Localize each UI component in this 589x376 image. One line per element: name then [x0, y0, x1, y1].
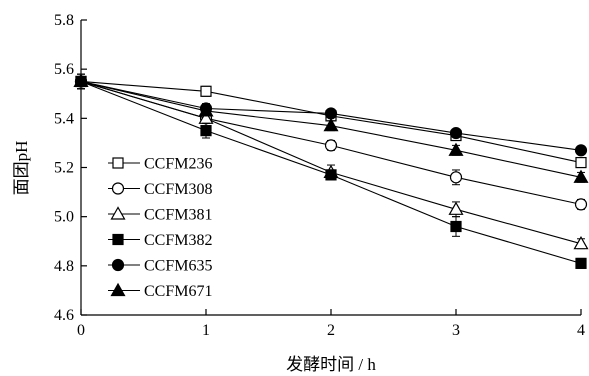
legend-label: CCFM308 — [144, 181, 212, 198]
axes: 4.6 4.8 5.0 5.2 5.4 5.6 5.8 0 1 2 3 4 — [54, 12, 585, 339]
legend-marker — [111, 258, 125, 272]
data-point — [323, 117, 339, 132]
data-point — [450, 220, 462, 233]
x-tick-label: 4 — [577, 322, 585, 339]
legend-item: CCFM671 — [108, 282, 212, 300]
data-point — [574, 198, 588, 211]
data-point — [574, 144, 588, 157]
legend-label: CCFM671 — [144, 283, 212, 300]
legend-marker — [111, 182, 125, 195]
legend-label: CCFM382 — [144, 232, 212, 249]
data-point — [73, 73, 89, 88]
data-point — [324, 107, 338, 120]
legend-item: CCFM635 — [108, 258, 212, 275]
legend-label: CCFM236 — [144, 156, 212, 173]
y-tick-label: 5.4 — [54, 110, 74, 127]
legend-marker — [110, 206, 126, 220]
legend-item: CCFM382 — [108, 232, 212, 249]
data-point — [200, 125, 212, 137]
series-ccfm382 — [75, 73, 587, 269]
data-point — [575, 257, 587, 269]
data-point — [448, 142, 464, 156]
y-axis-label: 面团pH — [12, 141, 31, 196]
x-tick-label: 0 — [77, 322, 85, 339]
data-point — [449, 126, 463, 140]
data-point — [573, 169, 589, 183]
y-tick-label: 5.8 — [54, 12, 74, 29]
data-point — [449, 171, 463, 184]
series-ccfm671 — [73, 73, 589, 183]
data-point — [324, 139, 338, 152]
y-tick-label: 5.2 — [54, 160, 74, 177]
legend-marker — [110, 282, 126, 297]
y-tick-label: 4.6 — [54, 307, 74, 324]
legend: CCFM236 CCFM308 CCFM381 CCFM382 CCFM635 CCFM6… — [108, 156, 212, 300]
y-tick-label: 4.8 — [54, 258, 74, 275]
legend-marker — [112, 233, 124, 246]
data-point — [198, 103, 214, 117]
legend-label: CCFM635 — [144, 258, 212, 275]
data-point — [448, 201, 464, 215]
y-tick-label: 5.6 — [54, 61, 74, 78]
legend-marker — [112, 157, 124, 169]
x-tick-label: 1 — [202, 322, 210, 339]
legend-item: CCFM236 — [108, 156, 212, 173]
series-area — [73, 73, 589, 269]
legend-item: CCFM308 — [108, 181, 212, 198]
data-point — [573, 235, 589, 250]
legend-item: CCFM381 — [108, 206, 212, 224]
x-tick-label: 3 — [452, 322, 460, 339]
legend-label: CCFM381 — [144, 207, 212, 224]
x-tick-label: 2 — [327, 322, 335, 339]
x-axis-label: 发酵时间 / h — [286, 355, 376, 374]
data-point — [575, 156, 587, 169]
y-tick-label: 5.0 — [54, 209, 74, 226]
data-point — [325, 169, 337, 181]
data-point — [200, 85, 212, 97]
